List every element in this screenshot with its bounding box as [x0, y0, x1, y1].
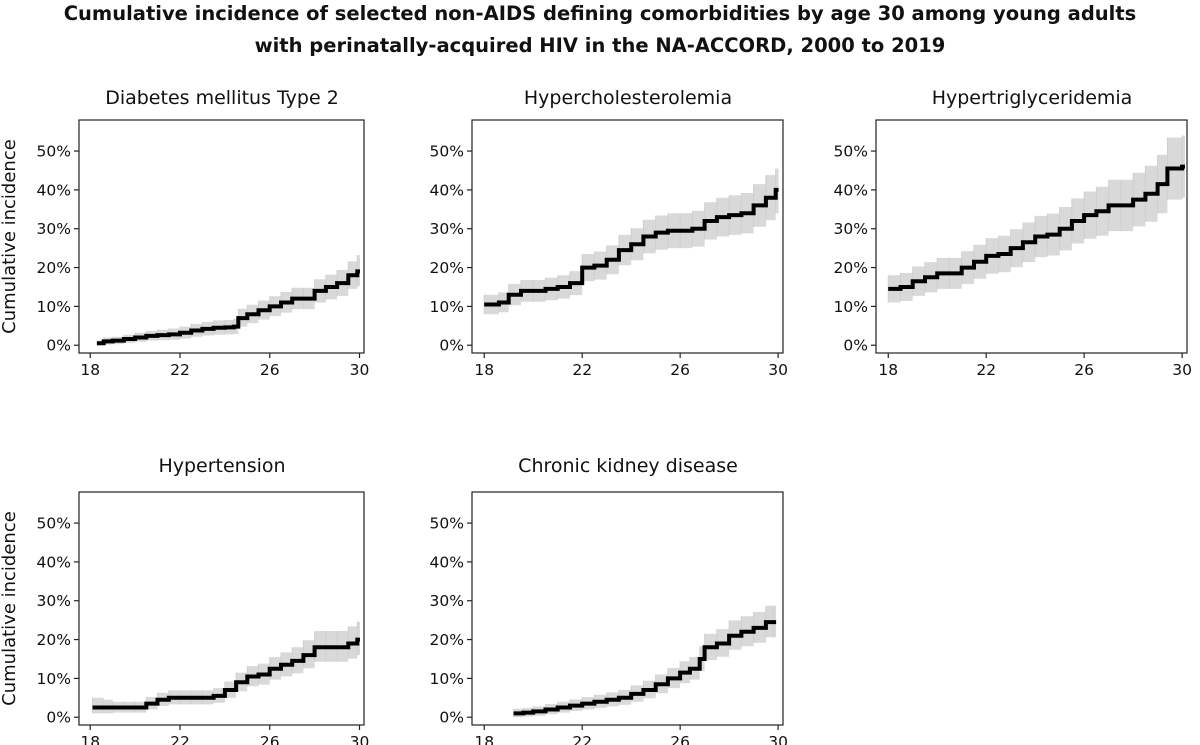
- x-tick-label: 22: [976, 361, 996, 379]
- incidence-curve: [97, 269, 360, 346]
- figure-title-line-1: Cumulative incidence of selected non-AID…: [64, 2, 1137, 25]
- incidence-curve: [513, 620, 777, 716]
- panel-title: Hypertension: [158, 455, 285, 477]
- chart-panel: Chronic kidney disease 0% 10% 20% 30% 40% 50% 1…: [430, 455, 788, 745]
- y-tick-label: 40%: [430, 181, 464, 199]
- panel-title: Hypercholesterolemia: [524, 87, 732, 109]
- x-tick-label: 22: [572, 733, 592, 745]
- x-tick-label: 30: [1172, 361, 1192, 379]
- y-tick-label: 20%: [37, 631, 71, 649]
- y-tick-label: 50%: [430, 515, 464, 533]
- x-tick-label: 18: [878, 361, 898, 379]
- y-tick-label: 10%: [37, 670, 71, 688]
- y-tick-label: 40%: [37, 553, 71, 571]
- x-tick-label: 30: [768, 733, 788, 745]
- plot-frame: [78, 119, 365, 354]
- plot-frame: [471, 491, 784, 726]
- x-tick-label: 18: [474, 733, 494, 745]
- x-tick-label: 18: [80, 733, 100, 745]
- panel-title: Diabetes mellitus Type 2: [105, 87, 339, 109]
- y-tick-label: 20%: [430, 631, 464, 649]
- y-tick-label: 50%: [430, 143, 464, 161]
- x-tick-label: 22: [170, 361, 190, 379]
- y-axis-label: Cumulative incidence: [0, 511, 20, 706]
- y-tick-label: 30%: [37, 220, 71, 238]
- x-tick-label: 26: [670, 361, 690, 379]
- chart-panel: Hypertension Cumulative incidence 0% 10% 20%…: [0, 455, 369, 745]
- x-tick-label: 26: [670, 733, 690, 745]
- y-tick-label: 0%: [439, 709, 464, 727]
- y-tick-label: 40%: [37, 181, 71, 199]
- y-tick-label: 0%: [46, 709, 71, 727]
- y-tick-label: 10%: [430, 670, 464, 688]
- y-tick-label: 20%: [834, 259, 868, 277]
- y-tick-label: 40%: [430, 553, 464, 571]
- incidence-curve: [92, 637, 360, 710]
- chart-panel: Hypertriglyceridemia 0% 10% 20% 30% 40% 50% 18 2…: [834, 87, 1192, 379]
- plot-frame: [471, 119, 784, 354]
- panel-title: Chronic kidney disease: [518, 455, 738, 477]
- confidence-band: [92, 621, 360, 714]
- x-tick-label: 30: [350, 361, 370, 379]
- x-tick-label: 22: [170, 733, 190, 745]
- confidence-band: [888, 135, 1185, 303]
- panels: Diabetes mellitus Type 2 Cumulative incid…: [0, 87, 1192, 745]
- y-tick-label: 10%: [430, 298, 464, 316]
- plot-frame: [875, 119, 1188, 354]
- y-tick-label: 30%: [430, 592, 464, 610]
- x-tick-label: 26: [1074, 361, 1094, 379]
- y-tick-label: 10%: [834, 298, 868, 316]
- x-tick-label: 18: [474, 361, 494, 379]
- y-tick-label: 30%: [37, 592, 71, 610]
- y-tick-label: 0%: [46, 337, 71, 355]
- x-tick-label: 18: [80, 361, 100, 379]
- y-tick-label: 20%: [430, 259, 464, 277]
- figure-title-line-2: with perinatally-acquired HIV in the NA-…: [255, 34, 946, 57]
- incidence-curve: [484, 187, 779, 307]
- y-tick-label: 50%: [37, 143, 71, 161]
- y-tick-label: 30%: [430, 220, 464, 238]
- confidence-band: [97, 255, 360, 346]
- y-tick-label: 0%: [843, 337, 868, 355]
- chart-panel: Diabetes mellitus Type 2 Cumulative incid…: [0, 87, 369, 379]
- plot-frame: [78, 491, 365, 726]
- x-tick-label: 26: [260, 361, 280, 379]
- x-tick-label: 22: [572, 361, 592, 379]
- y-tick-label: 40%: [834, 181, 868, 199]
- confidence-band: [513, 605, 777, 718]
- x-tick-label: 30: [350, 733, 370, 745]
- y-axis-label: Cumulative incidence: [0, 139, 20, 334]
- y-tick-label: 50%: [37, 515, 71, 533]
- y-tick-label: 50%: [834, 143, 868, 161]
- chart-panel: Hypercholesterolemia 0% 10% 20% 30% 40% 50% 18 2…: [430, 87, 788, 379]
- incidence-curve: [888, 164, 1185, 291]
- y-tick-label: 20%: [37, 259, 71, 277]
- x-tick-label: 26: [260, 733, 280, 745]
- y-tick-label: 30%: [834, 220, 868, 238]
- y-tick-label: 10%: [37, 298, 71, 316]
- y-tick-label: 0%: [439, 337, 464, 355]
- panel-title: Hypertriglyceridemia: [932, 87, 1133, 109]
- x-tick-label: 30: [768, 361, 788, 379]
